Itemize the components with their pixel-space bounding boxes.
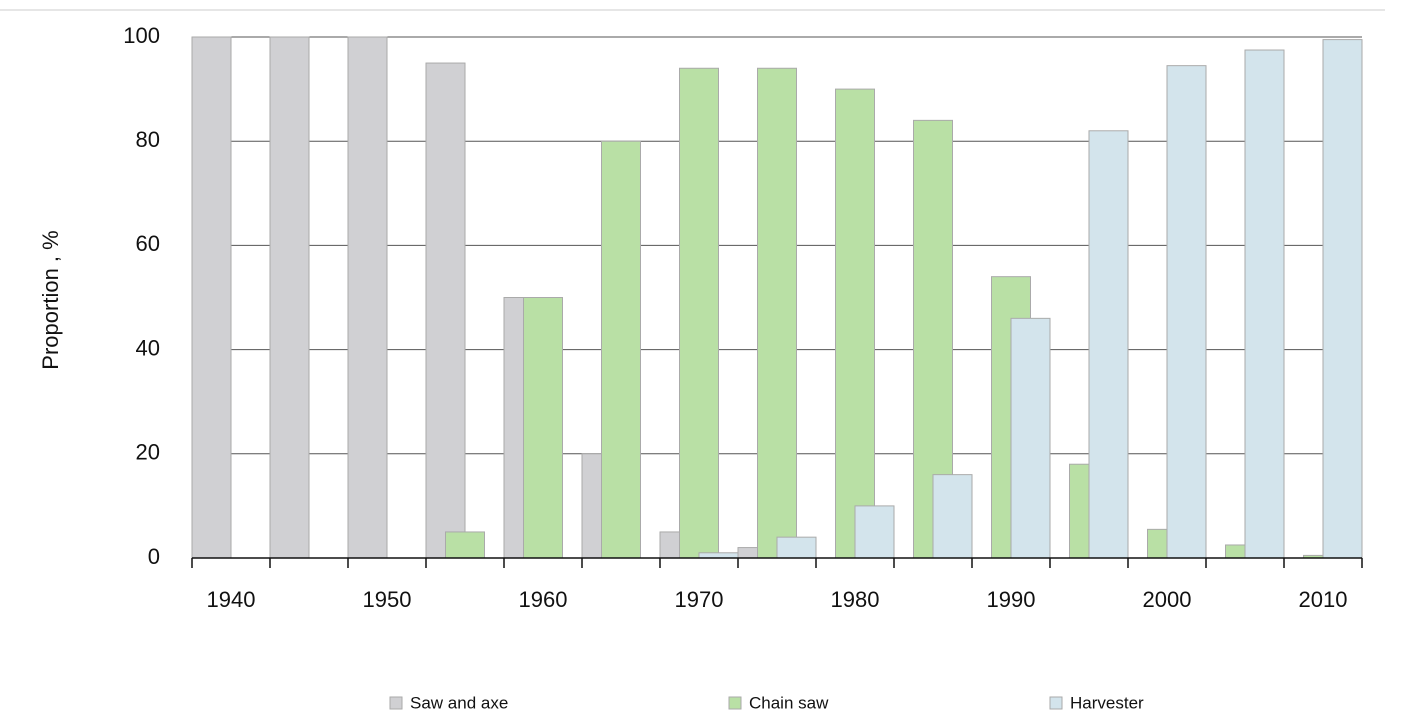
bars (191, 36, 1363, 559)
legend-swatch (389, 696, 403, 710)
legend-label: Harvester (1070, 693, 1144, 712)
bar (835, 88, 875, 559)
x-tick-label: 2000 (1143, 587, 1192, 612)
bar (776, 536, 817, 559)
legend-label: Chain saw (749, 693, 829, 712)
y-tick-label: 100 (123, 23, 160, 48)
legend-swatch (728, 696, 742, 710)
bar (1088, 130, 1129, 559)
y-tick-label: 0 (148, 544, 160, 569)
y-axis-label: Proportion , % (38, 230, 63, 369)
x-tick-label: 1960 (519, 587, 568, 612)
bar (269, 36, 310, 559)
x-tick-label: 2010 (1299, 587, 1348, 612)
bar (425, 62, 466, 559)
bar (1166, 65, 1207, 559)
bar (698, 552, 739, 559)
y-tick-label: 80 (136, 127, 160, 152)
x-tick-label: 1970 (675, 587, 724, 612)
bar (679, 67, 719, 559)
bar (601, 140, 641, 559)
axes: 0 20 40 60 80 100 1940 1950 1960 1970 1980 1990 2000… (123, 23, 1363, 612)
legend-label: Saw and axe (410, 693, 508, 712)
x-tick-label: 1940 (207, 587, 256, 612)
bar (191, 36, 232, 559)
bar (932, 474, 973, 559)
y-tick-label: 20 (136, 440, 160, 465)
bar (445, 531, 485, 559)
bar (854, 505, 895, 559)
x-tick-label: 1950 (363, 587, 412, 612)
bar (1322, 39, 1363, 559)
bar (1244, 49, 1285, 559)
legend-swatch (1049, 696, 1063, 710)
bar (347, 36, 388, 559)
x-tick-label: 1980 (831, 587, 880, 612)
y-tick-label: 60 (136, 231, 160, 256)
bar (1010, 317, 1051, 559)
x-tick-label: 1990 (987, 587, 1036, 612)
bar (757, 67, 797, 559)
bar (523, 297, 563, 559)
y-tick-label: 40 (136, 335, 160, 360)
legend: Saw and axe Chain saw Harvester (389, 693, 1144, 712)
